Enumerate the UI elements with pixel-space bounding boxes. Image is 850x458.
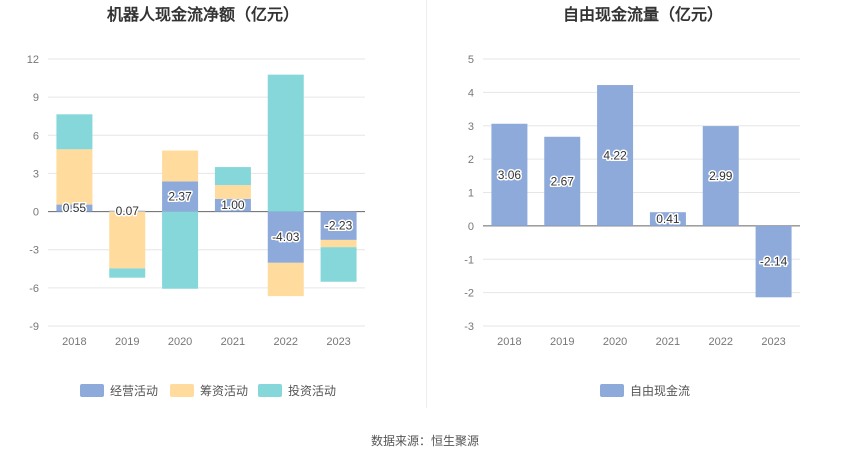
bar-自由现金流-2019	[544, 136, 581, 226]
y-tick-label: 3	[33, 168, 39, 180]
legend-label: 筹资活动	[200, 384, 248, 398]
y-tick-label: 2	[468, 154, 474, 166]
bar-自由现金流-2018	[491, 123, 528, 226]
data-source: 数据来源：恒生聚源	[370, 434, 479, 448]
x-tick-label: 2020	[168, 336, 192, 348]
data-label: 2.67	[551, 174, 575, 188]
y-tick-label: 4	[468, 87, 474, 99]
bar-经营活动-2021	[214, 198, 251, 212]
legend-label: 经营活动	[110, 384, 158, 398]
x-tick-label: 2020	[603, 336, 627, 348]
data-label: 2.99	[709, 169, 733, 183]
bar-经营活动-2019	[109, 210, 146, 212]
legend-swatch	[80, 384, 104, 397]
data-label: 3.06	[498, 168, 522, 182]
x-tick-label: 2018	[497, 336, 521, 348]
y-tick-label: 3	[468, 121, 474, 133]
chart-2: 自由现金流量（亿元） -3 -2 -1 0 1 2 3 4 5 2018 2019 2020 2021 20…	[464, 5, 800, 398]
y-tick-label: -6	[29, 283, 39, 295]
bar-经营活动-2018	[56, 204, 93, 212]
data-label: -2.14	[760, 255, 788, 269]
panel-divider	[426, 0, 427, 408]
bar-投资活动-2022	[267, 74, 304, 212]
y-tick-label: -2	[464, 288, 474, 300]
y-tick-label: -1	[464, 254, 474, 266]
legend-swatch	[170, 384, 194, 397]
x-tick-label: 2021	[221, 336, 245, 348]
y-tick-label: 12	[27, 54, 39, 66]
data-label: 0.41	[656, 212, 680, 226]
legend-swatch	[258, 384, 282, 397]
x-tick-label: 2021	[656, 336, 680, 348]
y-tick-label: -3	[464, 321, 474, 333]
bar-自由现金流-2023	[755, 225, 792, 298]
bar-投资活动-2023	[320, 247, 357, 282]
legend-label: 投资活动	[288, 383, 336, 398]
legend-swatch	[600, 384, 624, 397]
x-tick-label: 2018	[62, 336, 86, 348]
bar-筹资活动-2019	[109, 211, 146, 269]
bar-筹资活动-2018	[56, 149, 93, 205]
y-tick-label: 0	[468, 221, 474, 233]
data-label: -2.23	[325, 219, 353, 233]
bar-自由现金流-2022	[702, 126, 739, 226]
bar-投资活动-2018	[56, 114, 93, 150]
x-tick-label: 2019	[115, 336, 139, 348]
x-tick-label: 2019	[550, 336, 574, 348]
chart-title: 自由现金流量（亿元）	[563, 5, 723, 24]
data-label: 1.00	[221, 198, 245, 212]
bar-筹资活动-2023	[320, 239, 357, 248]
y-tick-label: 0	[33, 207, 39, 219]
y-tick-label: 5	[468, 54, 474, 66]
data-label: -4.03	[272, 230, 300, 244]
x-tick-label: 2022	[709, 336, 733, 348]
y-tick-label: 9	[33, 92, 39, 104]
y-tick-label: 1	[468, 188, 474, 200]
bar-经营活动-2022	[267, 211, 304, 263]
x-tick-label: 2023	[761, 336, 785, 348]
bar-自由现金流-2021	[649, 212, 686, 226]
bar-自由现金流-2020	[597, 85, 634, 226]
bar-投资活动-2020	[162, 211, 199, 289]
bar-投资活动-2021	[214, 167, 251, 186]
bar-投资活动-2019	[109, 268, 146, 278]
chart-title: 机器人现金流净额（亿元）	[107, 5, 299, 24]
bar-筹资活动-2022	[267, 262, 304, 297]
chart-1: 机器人现金流净额（亿元） -9 -6 -3 0 3 6 9 12 2018 2019 2020 2021…	[27, 5, 365, 398]
y-tick-label: 6	[33, 130, 39, 142]
legend-label: 自由现金流	[630, 383, 690, 398]
bar-筹资活动-2021	[214, 185, 251, 199]
bar-经营活动-2023	[320, 211, 357, 240]
y-tick-label: -9	[29, 321, 39, 333]
x-tick-label: 2022	[274, 336, 298, 348]
data-label: 0.55	[63, 201, 87, 215]
x-tick-label: 2023	[326, 336, 350, 348]
data-label: 0.07	[116, 204, 140, 218]
data-label: 2.37	[168, 190, 192, 204]
bar-筹资活动-2020	[162, 150, 199, 182]
data-label: 4.22	[603, 148, 627, 162]
bar-经营活动-2020	[162, 181, 199, 212]
y-tick-label: -3	[29, 245, 39, 257]
